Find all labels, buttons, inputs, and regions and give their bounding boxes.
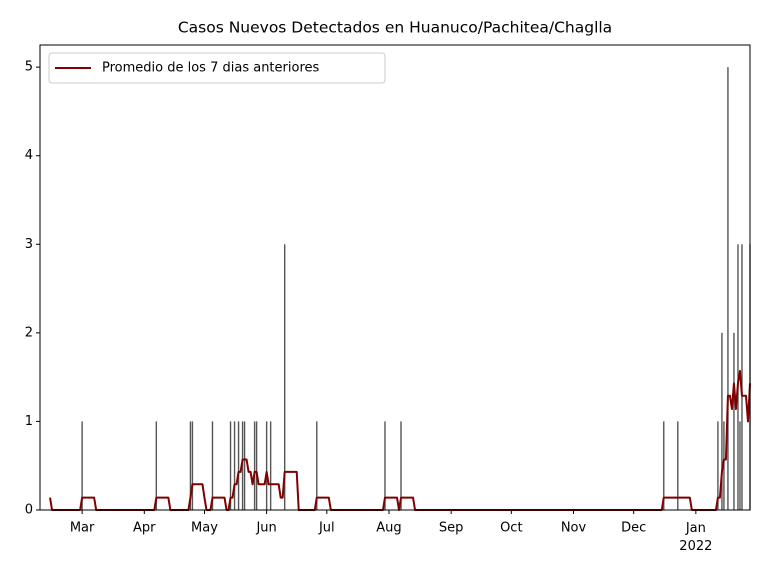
x-tick-label: Nov (561, 521, 587, 536)
y-tick-label: 0 (25, 503, 33, 518)
bar (211, 421, 214, 510)
bar (189, 421, 192, 510)
bar (255, 421, 258, 510)
y-tick-label: 4 (25, 148, 33, 163)
x-tick-label: Aug (376, 521, 401, 536)
x-tick-label: Jan 2022 (679, 521, 712, 554)
bar (265, 421, 268, 510)
y-tick-label: 5 (25, 60, 33, 75)
bar (269, 421, 272, 510)
bar (721, 332, 723, 510)
bar (243, 421, 246, 510)
line (49, 369, 751, 511)
x-tick-label: Apr (133, 521, 156, 536)
bar (233, 421, 236, 510)
bar (727, 67, 729, 511)
x-tick-label: Mar (70, 521, 95, 536)
x-tick-label: May (191, 521, 218, 536)
bar (663, 421, 665, 510)
x-tick-label: Jun (255, 521, 276, 536)
plot-frame (39, 44, 751, 511)
y-tick-label: 1 (25, 414, 33, 429)
bar (191, 421, 194, 510)
legend-label: Promedio de los 7 dias anteriores (102, 61, 319, 76)
bar (717, 421, 719, 510)
bar (253, 421, 256, 510)
bar (81, 421, 83, 510)
bar (400, 421, 402, 510)
x-tick-label: Jul (318, 521, 335, 536)
bar (316, 421, 318, 510)
bar (229, 421, 232, 510)
bar (283, 244, 286, 511)
y-tick-label: 2 (25, 325, 33, 340)
legend: Promedio de los 7 dias anteriores (48, 52, 386, 84)
x-tick-label: Sep (439, 521, 464, 536)
chart-title: Casos Nuevos Detectados en Huanuco/Pachi… (178, 19, 612, 37)
bar (739, 421, 741, 510)
x-tick-label: Dec (621, 521, 646, 536)
legend-box (48, 52, 386, 84)
bar (384, 421, 386, 510)
bar (741, 244, 743, 511)
bar (237, 421, 240, 510)
x-tick-label: Oct (500, 521, 522, 536)
bar (733, 332, 735, 510)
bar (677, 421, 679, 510)
bar (155, 421, 158, 510)
y-tick-label: 3 (25, 237, 33, 252)
